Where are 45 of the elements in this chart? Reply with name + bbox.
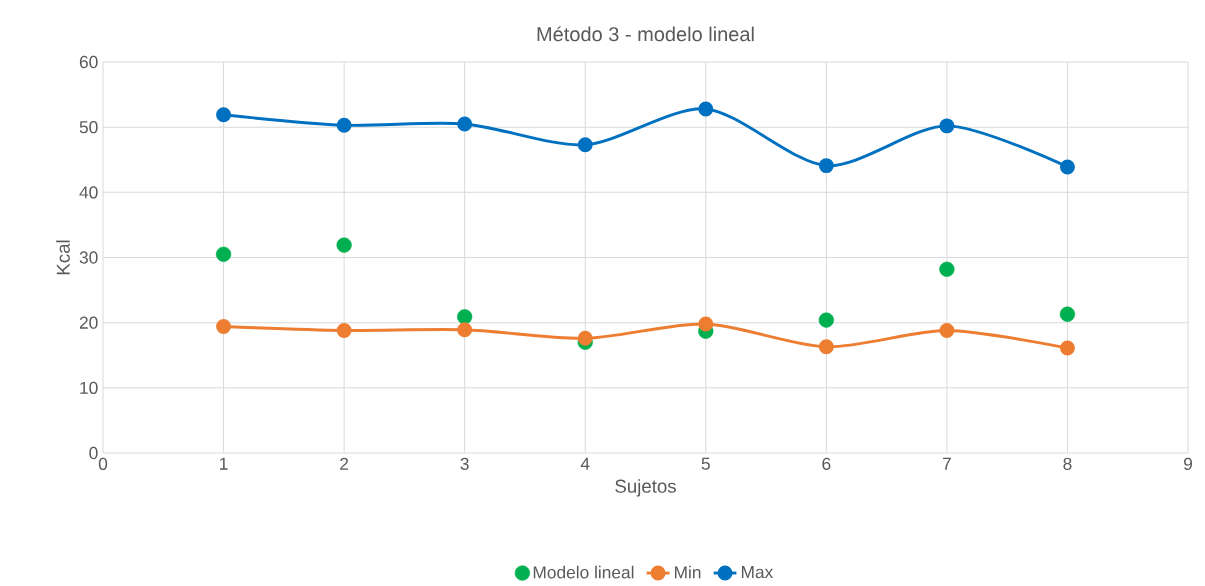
point — [457, 309, 473, 325]
y-tick-label: 10 — [80, 381, 98, 394]
point — [336, 237, 352, 253]
legend-label: Modelo lineal — [533, 565, 634, 579]
legend-label: Max — [741, 566, 774, 579]
point — [698, 101, 714, 117]
x-axis-title: Sujetos — [615, 479, 676, 497]
point — [216, 319, 232, 335]
point — [216, 107, 232, 123]
x-tick-label: 2 — [340, 457, 349, 470]
point — [1059, 159, 1075, 175]
point — [939, 323, 955, 338]
x-tick-label: 1 — [220, 457, 228, 470]
point — [577, 137, 593, 153]
x-tick-label: 5 — [701, 457, 710, 470]
x-tick-label: 8 — [1063, 457, 1072, 470]
y-axis-title: Kcal — [56, 240, 70, 275]
point — [939, 261, 955, 277]
y-tick-label: 60 — [79, 55, 98, 69]
x-tick-label: 4 — [580, 457, 590, 470]
point — [336, 323, 352, 338]
point — [336, 117, 352, 133]
x-tick-label: 0 — [98, 457, 108, 470]
point — [215, 246, 232, 262]
y-tick-label: 50 — [79, 121, 98, 134]
x-tick-label: 6 — [822, 457, 831, 470]
chart-title: Método 3 - modelo lineal — [537, 26, 754, 42]
point — [457, 322, 473, 338]
point — [577, 330, 593, 346]
y-tick-label: 40 — [79, 186, 98, 199]
y-tick-label: 0 — [89, 446, 98, 460]
point — [1059, 340, 1075, 356]
legend-label: Min — [674, 565, 701, 579]
point — [818, 312, 834, 328]
point — [818, 158, 834, 174]
y-tick-label: 30 — [79, 251, 98, 264]
point — [939, 118, 955, 134]
x-tick-label: 7 — [942, 457, 951, 470]
point — [698, 316, 714, 332]
x-tick-label: 3 — [460, 457, 469, 470]
point — [457, 116, 473, 132]
y-tick-label: 20 — [79, 316, 98, 329]
point — [1059, 306, 1076, 322]
x-tick-label: 9 — [1184, 457, 1193, 470]
point — [818, 339, 834, 355]
